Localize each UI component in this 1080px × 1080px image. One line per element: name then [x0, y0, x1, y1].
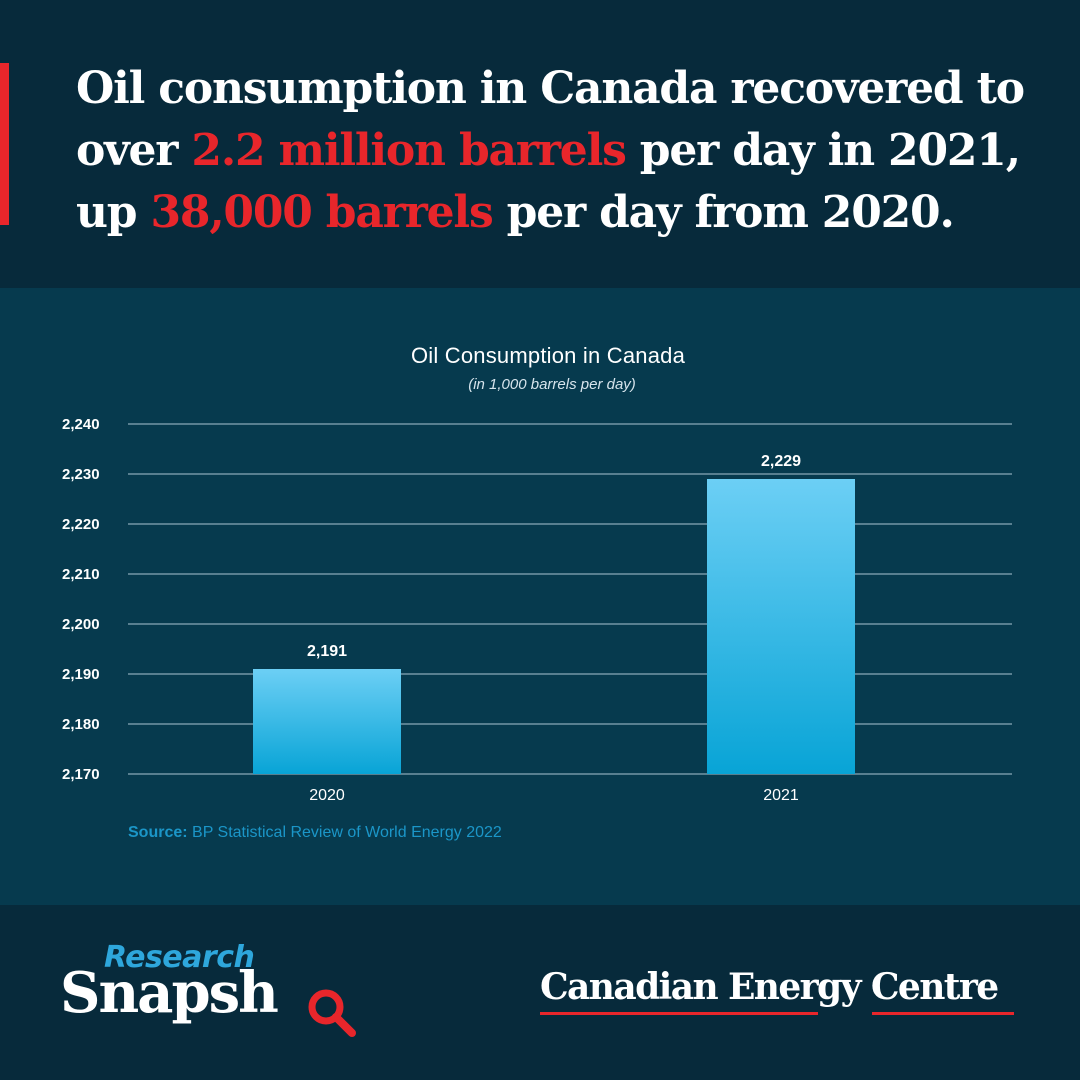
- logo-underline-left: [540, 1012, 818, 1015]
- headline-text-3: per day from 2020.: [492, 187, 955, 238]
- headline-text-2: per day in 2021, up: [76, 125, 1021, 238]
- research-snapshot-logo-top: Research: [104, 940, 255, 975]
- y-tick-label: 2,220: [62, 516, 100, 533]
- headline: Oil consumption in Canada recovered to o…: [76, 58, 1066, 244]
- x-tick-label: 2021: [763, 787, 799, 804]
- y-axis-tick-labels: 2,170 2,180 2,190 2,200 2,210 2,220 2,230 2,240: [62, 416, 100, 783]
- x-tick-label: 2020: [309, 787, 345, 804]
- y-tick-label: 2,230: [62, 466, 100, 483]
- chart-title: Oil Consumption in Canada: [410, 343, 686, 368]
- y-tick-label: 2,190: [62, 666, 100, 683]
- headline-text-1: Oil consumption in Canada recovered to o…: [76, 63, 1025, 176]
- magnifier-icon: [308, 989, 356, 1037]
- bar-2020: [253, 669, 401, 774]
- research-snapshot-logo-bottom: Snapsh: [60, 960, 279, 1026]
- data-label: 2,229: [761, 453, 801, 470]
- headline-highlight-1: 2.2 million barrels: [191, 125, 626, 176]
- chart-subtitle: (in 1,000 barrels per day): [468, 376, 636, 393]
- y-tick-label: 2,170: [62, 766, 100, 783]
- bar-2021: [707, 479, 855, 774]
- bars: [253, 479, 855, 774]
- chart-panel: [0, 288, 1080, 905]
- logo-underline-right: [872, 1012, 1014, 1015]
- data-label: 2,191: [307, 643, 347, 660]
- organization-logo: Canadian Energy Centre: [540, 966, 999, 1008]
- footer: [0, 905, 1080, 1080]
- source-note: Source: BP Statistical Review of World E…: [128, 824, 502, 842]
- y-tick-label: 2,200: [62, 616, 100, 633]
- header-banner: Oil consumption in Canada recovered to o…: [0, 0, 1080, 288]
- x-axis-tick-labels: 2020 2021: [309, 787, 799, 804]
- data-labels: 2,191 2,229: [307, 453, 801, 660]
- y-tick-label: 2,240: [62, 416, 100, 433]
- headline-highlight-2: 38,000 barrels: [150, 187, 493, 238]
- source-label: Source:: [128, 824, 188, 841]
- y-tick-label: 2,180: [62, 716, 100, 733]
- accent-bar: [0, 63, 9, 225]
- source-text: BP Statistical Review of World Energy 20…: [192, 824, 502, 841]
- y-tick-label: 2,210: [62, 566, 100, 583]
